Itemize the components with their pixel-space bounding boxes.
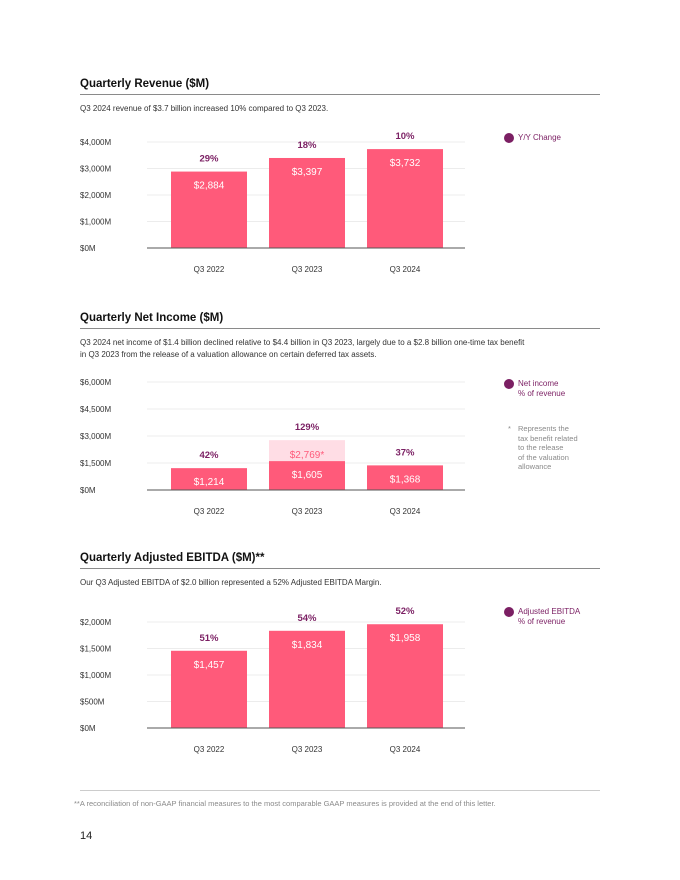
note-marker: * [508, 424, 511, 433]
page-number: 14 [80, 830, 93, 842]
bar-value-label: $1,958 [390, 633, 421, 644]
x-tick-label: Q3 2023 [292, 507, 323, 516]
y-tick-label: $1,500M [80, 645, 111, 654]
x-tick-label: Q3 2023 [292, 265, 323, 274]
y-tick-label: $3,000M [80, 165, 111, 174]
y-tick-label: $500M [80, 698, 105, 707]
legend-label: Y/Y Change [518, 133, 561, 142]
legend-dot [504, 133, 514, 143]
footer-divider [80, 790, 600, 791]
bar-value-label: $3,397 [292, 167, 323, 178]
bar [171, 171, 247, 248]
legend-dot [504, 607, 514, 617]
y-tick-label: $2,000M [80, 191, 111, 200]
x-tick-label: Q3 2022 [194, 507, 225, 516]
net-income-description: Q3 2024 net income of $1.4 billion decli… [80, 337, 600, 361]
bar [171, 468, 247, 490]
y-tick-label: $0M [80, 244, 96, 253]
legend-dot [504, 379, 514, 389]
revenue-section: Quarterly Revenue ($M) Q3 2024 revenue o… [80, 78, 600, 115]
bar [269, 630, 345, 728]
note-line: to the release [518, 443, 564, 452]
y-tick-label: $3,000M [80, 432, 111, 441]
bar-top-percent-label: 10% [395, 131, 415, 142]
bar-value-label: $3,732 [390, 158, 421, 169]
net-income-description-line: Q3 2024 net income of $1.4 billion decli… [80, 338, 525, 347]
legend-label: % of revenue [518, 617, 566, 626]
bar-top-percent-label: 51% [199, 633, 219, 644]
x-tick-label: Q3 2024 [390, 745, 421, 754]
net-income-section: Quarterly Net Income ($M) Q3 2024 net in… [80, 312, 600, 361]
y-tick-label: $2,000M [80, 618, 111, 627]
y-tick-label: $1,500M [80, 459, 111, 468]
ebitda-title: Quarterly Adjusted EBITDA ($M)** [80, 552, 600, 569]
bar-value-label: $1,368 [390, 474, 421, 485]
bar [171, 650, 247, 728]
legend-label: Net income [518, 379, 559, 388]
y-tick-label: $4,000M [80, 138, 111, 147]
y-tick-label: $0M [80, 486, 96, 495]
bar-top-percent-label: 29% [199, 154, 219, 165]
net-income-title: Quarterly Net Income ($M) [80, 312, 600, 329]
legend-label: % of revenue [518, 389, 566, 398]
ebitda-description: Our Q3 Adjusted EBITDA of $2.0 billion r… [80, 577, 600, 589]
x-tick-label: Q3 2024 [390, 507, 421, 516]
net-income-description-line: in Q3 2023 from the release of a valuati… [80, 350, 377, 359]
bar-tax-benefit [269, 440, 345, 462]
revenue-description: Q3 2024 revenue of $3.7 billion increase… [80, 103, 600, 115]
bar [367, 149, 443, 248]
x-tick-label: Q3 2022 [194, 745, 225, 754]
bar [367, 624, 443, 728]
bar-tax-benefit-label: $2,769* [290, 450, 325, 461]
bar-top-percent-label: 129% [295, 422, 320, 433]
legend-label: Adjusted EBITDA [518, 607, 581, 616]
bar [269, 157, 345, 248]
note-line: Represents the [518, 424, 569, 433]
ebitda-description-line: Our Q3 Adjusted EBITDA of $2.0 billion r… [80, 578, 382, 587]
note-line: allowance [518, 462, 552, 471]
note-line: of the valuation [518, 452, 569, 462]
bar-value-label: $1,834 [292, 640, 323, 651]
revenue-title: Quarterly Revenue ($M) [80, 78, 600, 95]
bar-value-label: $1,457 [194, 660, 225, 671]
bar-value-label: $1,605 [292, 470, 323, 481]
bar-value-label: $1,214 [194, 477, 225, 488]
bar [367, 465, 443, 490]
bar-value-label: $2,884 [194, 181, 225, 192]
y-tick-label: $1,000M [80, 218, 111, 227]
y-tick-label: $0M [80, 724, 96, 733]
footnote: **A reconciliation of non-GAAP financial… [74, 799, 496, 808]
note-line: tax benefit related [518, 433, 578, 443]
ebitda-section: Quarterly Adjusted EBITDA ($M)** Our Q3 … [80, 552, 600, 589]
bar-top-percent-label: 52% [395, 606, 415, 617]
bar-top-percent-label: 37% [395, 447, 415, 458]
bar-top-percent-label: 42% [199, 450, 219, 461]
bar-top-percent-label: 18% [297, 140, 317, 151]
bar-top-percent-label: 54% [297, 613, 317, 624]
bar [269, 461, 345, 490]
x-tick-label: Q3 2024 [390, 265, 421, 274]
y-tick-label: $4,500M [80, 405, 111, 414]
y-tick-label: $1,000M [80, 671, 111, 680]
y-tick-label: $6,000M [80, 378, 111, 387]
x-tick-label: Q3 2023 [292, 745, 323, 754]
x-tick-label: Q3 2022 [194, 265, 225, 274]
revenue-description-line: Q3 2024 revenue of $3.7 billion increase… [80, 104, 329, 113]
